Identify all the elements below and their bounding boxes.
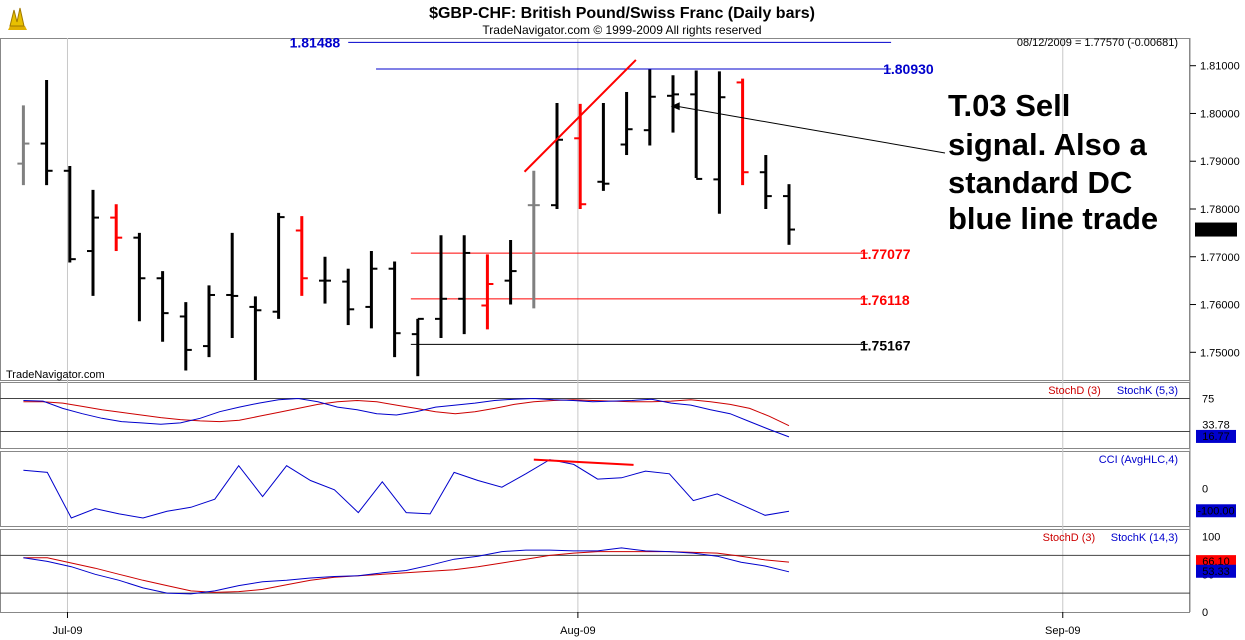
y-tick-label: 1.75000: [1200, 347, 1240, 359]
value-label: -100.00: [1197, 505, 1234, 517]
annotation-line-3: standard DC: [948, 165, 1132, 200]
annotation-line-2: signal. Also a: [948, 127, 1147, 162]
value-box: [1196, 504, 1236, 518]
annotation-line-4: blue line trade: [948, 201, 1158, 236]
ohlc-bar: [574, 103, 587, 209]
ohlc-bar: [133, 232, 146, 322]
y-tick-label: 0: [1202, 484, 1208, 496]
series-line: [23, 397, 790, 438]
y-tick-label: 100: [1202, 532, 1220, 544]
ohlc-bar: [63, 166, 76, 263]
value-box: [1196, 429, 1236, 443]
trendline: [523, 59, 637, 173]
y-tick-label: 75: [1202, 394, 1214, 406]
ohlc-bar: [411, 317, 424, 377]
panel-frames: [0, 38, 1191, 613]
ohlc-bar: [713, 71, 726, 214]
y-tick-label: 1.77000: [1200, 252, 1240, 264]
ohlc-bar: [736, 78, 749, 186]
annotation-arrow: [676, 105, 946, 154]
value-label: 53.33: [1202, 566, 1230, 578]
ohlc-bar: [342, 268, 355, 326]
ohlc-bar: [272, 212, 285, 319]
ohlc-bar: [40, 80, 53, 186]
ohlc-bar: [156, 271, 169, 342]
level-label: 1.77077: [860, 246, 911, 262]
cci-panel: CCI (AvgHLC,4) 0 -100.00: [23, 454, 1236, 519]
sell-signal-annotation: T.03 Sell signal. Also a standard DC blu…: [670, 88, 1158, 236]
ohlc-bar: [17, 105, 30, 186]
ohlc-bar: [783, 184, 795, 245]
y-tick-label: 1.80000: [1200, 108, 1240, 120]
ohlc-bar: [435, 235, 447, 338]
arrow-head: [670, 102, 680, 111]
value-box: [1196, 418, 1236, 432]
ohlc-bar: [365, 251, 378, 329]
legend-entry: StochD (3): [1048, 385, 1101, 397]
level-label: 1.80930: [883, 61, 934, 77]
ohlc-bar: [226, 232, 239, 338]
ohlc-bar: [87, 189, 99, 296]
vertical-gridlines: [66, 38, 1064, 612]
value-box: [1196, 564, 1236, 578]
ohlc-bar: [620, 91, 633, 156]
series-line: [23, 459, 790, 519]
divergence-line: [533, 458, 634, 466]
level-label: 1.76118: [860, 292, 910, 308]
ohlc-bar: [504, 240, 517, 305]
value-label: 16.77: [1202, 431, 1230, 443]
value-label: 33.78: [1202, 420, 1230, 432]
legend-entry: StochK (5,3): [1117, 385, 1178, 397]
watermark: TradeNavigator.com: [6, 369, 105, 381]
y-tick-label: 0: [1202, 607, 1208, 619]
legend-entry: CCI (AvgHLC,4): [1099, 454, 1178, 466]
x-tick-label: Jul-09: [52, 625, 82, 637]
ohlc-bar: [597, 102, 610, 191]
ohlc-bar: [179, 302, 192, 371]
ohlc-bar: [551, 102, 563, 209]
ohlc-bar: [690, 70, 703, 180]
ohlc-bar: [110, 204, 123, 252]
legend-entry: StochK (14,3): [1111, 532, 1178, 544]
price-panel: 1.81488 1.80930 1.77077 1.76118 1.75167: [17, 34, 934, 380]
ohlc-bar: [388, 261, 401, 358]
x-tick-label: Aug-09: [560, 625, 595, 637]
y-tick-label: 1.78000: [1200, 204, 1240, 216]
chart-title: $GBP-CHF: British Pound/Swiss Franc (Dai…: [429, 5, 815, 22]
axes: 1.75000 1.76000 1.77000 1.78000 1.79000 1.800…: [52, 61, 1239, 637]
ohlc-bar: [481, 254, 494, 330]
trade-navigator-logo: [4, 6, 30, 32]
ohlc-bar: [203, 285, 215, 358]
y-tick-label: 1.81000: [1200, 61, 1240, 73]
ohlc-bar: [527, 170, 540, 309]
level-label: 1.81488: [290, 34, 341, 50]
legend-entry: StochD (3): [1043, 532, 1096, 544]
level-label: 1.75167: [860, 337, 911, 353]
last-price-box: [1195, 222, 1237, 237]
last-price-info: 08/12/2009 = 1.77570 (-0.00681): [1017, 37, 1178, 49]
ohlc-bar: [643, 69, 656, 146]
annotation-line-1: T.03 Sell: [948, 88, 1070, 123]
ohlc-bar: [667, 75, 679, 133]
chart-subtitle: TradeNavigator.com © 1999-2009 All right…: [482, 23, 761, 37]
x-tick-label: Sep-09: [1045, 625, 1080, 637]
ohlc-bar: [458, 235, 471, 335]
ohlc-bar: [295, 216, 308, 296]
series-line: [23, 547, 790, 595]
ohlc-bar: [319, 256, 331, 304]
ohlc-bar: [249, 296, 262, 380]
last-price-label: 1.77570: [1196, 225, 1236, 237]
ohlc-bar: [759, 155, 772, 209]
y-tick-label: 1.76000: [1200, 300, 1240, 312]
y-tick-label: 1.79000: [1200, 156, 1240, 168]
